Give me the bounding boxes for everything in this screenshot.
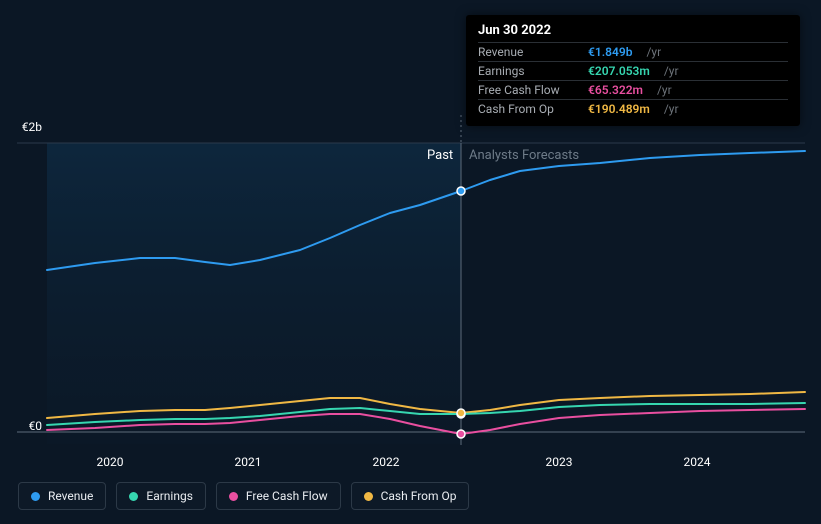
- tooltip-row-label: Free Cash Flow: [478, 83, 578, 97]
- x-tick-label: 2023: [546, 455, 573, 469]
- x-tick-label: 2024: [684, 455, 711, 469]
- legend-item-label: Earnings: [146, 489, 193, 503]
- legend-item-revenue[interactable]: Revenue: [18, 482, 106, 510]
- legend-item-earnings[interactable]: Earnings: [116, 482, 206, 510]
- hover-marker-revenue: [457, 187, 465, 195]
- tooltip-row-value: €1.849b: [588, 45, 632, 59]
- tooltip-row: Revenue €1.849b/yr: [478, 42, 788, 61]
- y-tick-label: €2b: [22, 120, 42, 134]
- x-tick-label: 2021: [235, 455, 262, 469]
- x-tick-label: 2022: [373, 455, 400, 469]
- tooltip-row-unit: /yr: [657, 83, 672, 97]
- tooltip-row-unit: /yr: [664, 64, 679, 78]
- legend-item-label: Revenue: [48, 489, 93, 503]
- legend-dot-icon: [364, 492, 373, 501]
- past-region-fill: [47, 143, 461, 444]
- y-tick-label: €0: [29, 419, 43, 433]
- forecast-label: Analysts Forecasts: [469, 148, 579, 163]
- tooltip-row-unit: /yr: [646, 45, 661, 59]
- tooltip-row-label: Revenue: [478, 45, 578, 59]
- tooltip-row-label: Cash From Op: [478, 102, 578, 116]
- tooltip-row: Earnings €207.053m/yr: [478, 61, 788, 80]
- financials-chart: €0 €2b 2020 2021 2022 2023 2024 Past Analysts…: [0, 0, 821, 524]
- tooltip-row-label: Earnings: [478, 64, 578, 78]
- legend-dot-icon: [229, 492, 238, 501]
- legend-dot-icon: [31, 492, 40, 501]
- legend-dot-icon: [129, 492, 138, 501]
- tooltip-row: Cash From Op €190.489m/yr: [478, 99, 788, 118]
- chart-tooltip: Jun 30 2022 Revenue €1.849b/yr Earnings €20…: [466, 15, 800, 126]
- legend-item-free_cash_flow[interactable]: Free Cash Flow: [216, 482, 341, 510]
- x-tick-label: 2020: [97, 455, 124, 469]
- hover-marker-free_cash_flow: [457, 430, 465, 438]
- tooltip-row: Free Cash Flow €65.322m/yr: [478, 80, 788, 99]
- legend-item-cash_from_op[interactable]: Cash From Op: [351, 482, 470, 510]
- tooltip-row-unit: /yr: [664, 102, 679, 116]
- legend-item-label: Free Cash Flow: [246, 489, 328, 503]
- chart-legend: Revenue Earnings Free Cash Flow Cash From O…: [18, 482, 469, 510]
- hover-marker-cash_from_op: [457, 409, 465, 417]
- tooltip-row-value: €190.489m: [588, 102, 650, 116]
- past-label: Past: [427, 148, 453, 163]
- tooltip-date: Jun 30 2022: [478, 23, 788, 38]
- tooltip-row-value: €207.053m: [588, 64, 650, 78]
- tooltip-row-value: €65.322m: [588, 83, 643, 97]
- legend-item-label: Cash From Op: [381, 489, 457, 503]
